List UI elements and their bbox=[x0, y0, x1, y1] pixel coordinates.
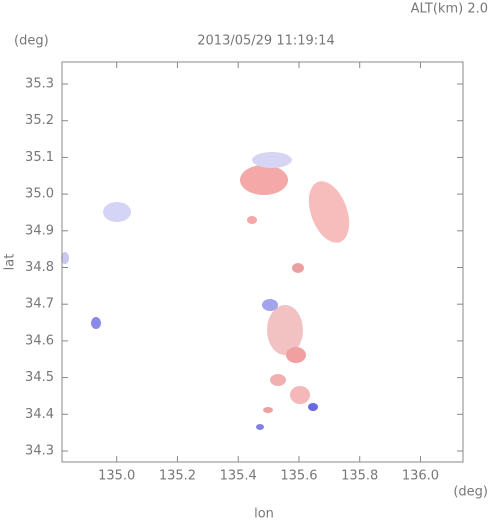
echo bbox=[262, 299, 278, 311]
echo bbox=[308, 181, 350, 243]
y-tick-label: 35.2 bbox=[25, 113, 54, 128]
echo bbox=[256, 424, 264, 430]
echo bbox=[286, 347, 306, 363]
echo bbox=[247, 216, 257, 224]
echo bbox=[263, 407, 273, 413]
x-tick-label: 135.0 bbox=[98, 469, 135, 484]
y-tick-label: 34.9 bbox=[25, 223, 54, 238]
echoes bbox=[61, 152, 350, 430]
altitude-label: ALT(km) 2.0 bbox=[411, 2, 488, 17]
y-tick-label: 35.3 bbox=[25, 77, 54, 92]
x-unit: (deg) bbox=[453, 485, 488, 500]
echo bbox=[240, 165, 288, 195]
y-tick-label: 34.7 bbox=[25, 297, 54, 312]
echo bbox=[292, 263, 304, 273]
x-tick-label: 136.0 bbox=[402, 469, 439, 484]
plot-frame bbox=[61, 61, 464, 463]
echo bbox=[61, 252, 69, 264]
y-tick-label: 35.1 bbox=[25, 150, 54, 165]
y-tick-label: 34.3 bbox=[25, 443, 54, 458]
y-tick-label: 34.6 bbox=[25, 333, 54, 348]
y-tick-label: 34.5 bbox=[25, 370, 54, 385]
y-tick-label: 34.4 bbox=[25, 407, 54, 422]
echo bbox=[267, 305, 303, 355]
chart-title: 2013/05/29 11:19:14 bbox=[197, 34, 334, 49]
x-axis-label: lon bbox=[254, 507, 274, 521]
echo bbox=[270, 374, 286, 386]
echo bbox=[91, 317, 101, 329]
x-tick-label: 135.8 bbox=[341, 469, 378, 484]
echo bbox=[252, 152, 292, 168]
y-tick-label: 35.0 bbox=[25, 187, 54, 202]
x-tick-label: 135.6 bbox=[280, 469, 317, 484]
x-tick-label: 135.2 bbox=[159, 469, 196, 484]
x-tick-label: 135.4 bbox=[220, 469, 257, 484]
echo bbox=[290, 386, 310, 404]
y-unit: (deg) bbox=[14, 34, 49, 49]
echo bbox=[308, 403, 318, 411]
echo bbox=[103, 202, 131, 222]
y-tick-label: 34.8 bbox=[25, 260, 54, 275]
y-axis-label: lat bbox=[3, 254, 18, 271]
